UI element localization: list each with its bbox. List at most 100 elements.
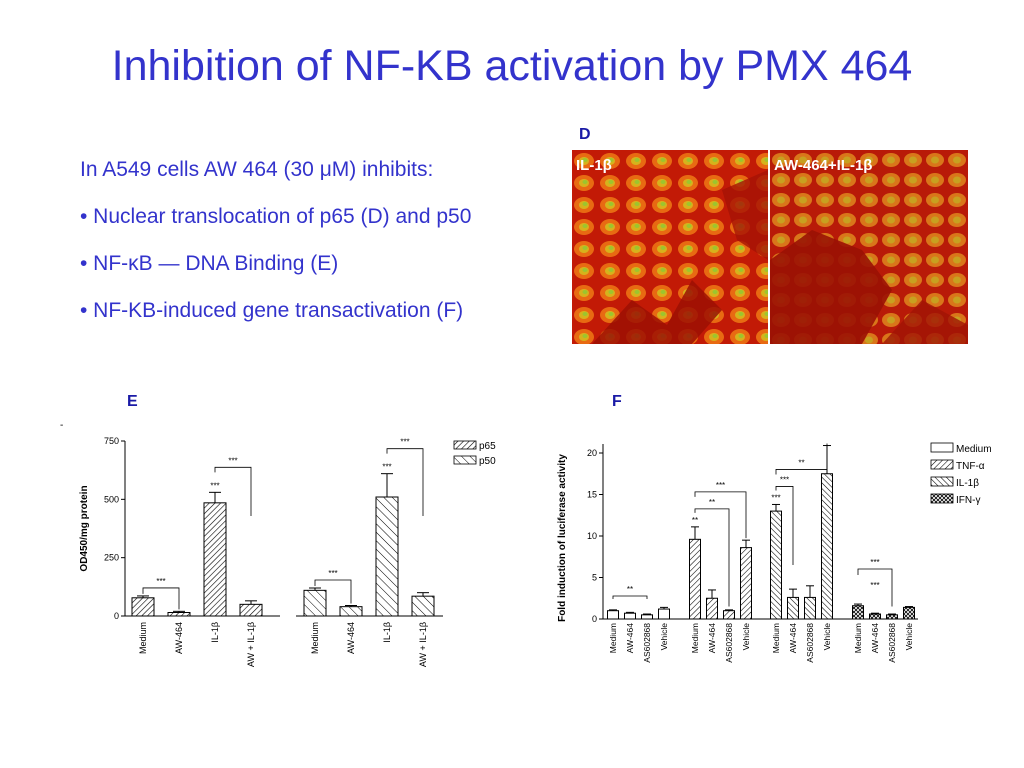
chart-f-sig-bracket-label: *** <box>780 475 789 484</box>
chart-f-bar <box>689 538 701 620</box>
chart-f-xtick-label: AW-464 <box>788 623 798 654</box>
chart-e: - 0 250 500 750 OD450/mg protein Medium AW-464… <box>60 420 496 667</box>
chart-f-ytick-label: 20 <box>587 448 597 458</box>
chart-f-ytick-label: 15 <box>587 490 597 500</box>
chart-f-xtick-label: AW-464 <box>625 623 635 654</box>
chart-e-xtick-label: AW + IL-1β <box>418 622 428 667</box>
chart-f-sig-bracket-label: ** <box>798 458 804 467</box>
chart-e-legend-label: p50 <box>479 456 496 467</box>
chart-e-bar <box>339 606 363 617</box>
chart-f-sig-star: ** <box>692 516 698 525</box>
chart-f-ytick-label: 0 <box>592 614 597 624</box>
chart-f-sig-bracket-label: *** <box>870 558 879 567</box>
chart-f-sig-bracket <box>612 595 648 599</box>
chart-f-bar <box>641 614 653 620</box>
chart-e-sig-star: *** <box>210 481 219 490</box>
chart-e-ytick-label: 500 <box>104 494 119 504</box>
chart-e-ytick-label: 0 <box>114 611 119 621</box>
panel-d-left-label: IL-1β <box>576 157 612 174</box>
panel-d-letter: D <box>579 126 591 143</box>
chart-e-sig-bracket-label: *** <box>400 438 409 447</box>
chart-e-bar <box>203 502 227 617</box>
chart-f-xtick-label: Vehicle <box>822 623 832 651</box>
chart-e-bar <box>239 603 263 617</box>
chart-f-sig-bracket <box>694 491 747 539</box>
chart-e-xtick-label: AW + IL-1β <box>246 622 256 667</box>
chart-f-sig-bracket-label: ** <box>627 585 633 594</box>
chart-f-bar <box>852 605 864 620</box>
chart-e-sig-bracket <box>214 466 252 516</box>
chart-f-legend-label: IFN-γ <box>956 495 980 506</box>
chart-f-legend-label: Medium <box>956 444 992 455</box>
chart-e-legend-swatch <box>453 440 477 450</box>
chart-e-legend-label: p65 <box>479 441 496 452</box>
chart-f-legend-swatch <box>930 442 954 453</box>
chart-f-xtick-label: Medium <box>608 623 618 653</box>
chart-e-xtick-label: Medium <box>138 622 148 654</box>
chart-e-xtick-label: AW-464 <box>346 622 356 654</box>
chart-f-sig-bracket <box>775 486 794 566</box>
chart-f-sig-bracket <box>694 508 730 607</box>
slide-title: Inhibition of NF-KB activation by PMX 46… <box>111 42 913 90</box>
chart-e-bar <box>411 595 435 617</box>
chart-e-xtick-label: IL-1β <box>382 622 392 643</box>
bullet-nuclear-translocation: • Nuclear translocation of p65 (D) and p… <box>80 205 472 228</box>
chart-f-sig-bracket <box>775 443 828 475</box>
chart-f-xtick-label: Vehicle <box>741 623 751 651</box>
chart-f-legend-label: TNF-α <box>956 461 985 472</box>
chart-e-sig-bracket-label: *** <box>228 456 237 465</box>
bullet-dna-binding: • NF-κB — DNA Binding (E) <box>80 252 339 275</box>
chart-f-legend-swatch <box>930 476 954 487</box>
chart-f-bar <box>787 596 799 620</box>
bullet-intro: In A549 cells AW 464 (30 μM) inhibits: <box>80 158 434 181</box>
chart-e-sig-star: *** <box>382 463 391 472</box>
chart-f-ylabel: Fold induction of luciferase activity <box>557 454 568 622</box>
chart-e-bar <box>303 589 327 617</box>
chart-e-ylabel: OD450/mg protein <box>79 485 90 571</box>
chart-f-bar <box>770 510 782 620</box>
chart-e-sig-bracket <box>386 448 424 516</box>
panel-d-right-label: AW-464+IL-1β <box>774 157 872 174</box>
chart-f-bar <box>624 612 636 620</box>
chart-f-bar <box>869 613 881 620</box>
panel-f-letter: F <box>612 393 622 410</box>
chart-f-sig-star: *** <box>771 493 780 502</box>
panel-e-letter: E <box>127 393 138 410</box>
chart-f-ytick-label: 5 <box>592 573 597 583</box>
chart-f-bar <box>804 596 816 620</box>
chart-f-bar <box>658 608 670 620</box>
chart-e-bar <box>375 496 399 617</box>
microscopy-image: IL-1β AW-464+IL-1β <box>572 150 968 344</box>
chart-f-xtick-label: AS602868 <box>642 623 652 663</box>
chart-f-bar <box>821 473 833 620</box>
chart-f-legend-label: IL-1β <box>956 478 979 489</box>
chart-e-xtick-label: AW-464 <box>174 622 184 654</box>
chart-f-sig-bracket-label: ** <box>709 498 715 507</box>
chart-f-xtick-label: AS602868 <box>724 623 734 663</box>
chart-e-sig-bracket-label: *** <box>156 577 165 586</box>
chart-f-bar <box>607 610 619 620</box>
chart-f-xtick-label: AS602868 <box>805 623 815 663</box>
chart-f-xtick-label: Vehicle <box>904 623 914 651</box>
chart-e-bar <box>167 612 191 617</box>
chart-f-bar <box>740 547 752 620</box>
chart-f-xtick-label: Medium <box>853 623 863 653</box>
chart-e-ytick-label: 750 <box>104 436 119 446</box>
chart-f-bar <box>886 614 898 620</box>
chart-f-xtick-label: AW-464 <box>870 623 880 654</box>
chart-e-xtick-label: Medium <box>310 622 320 654</box>
chart-f-xtick-label: AS602868 <box>887 623 897 663</box>
chart-e-sig-bracket <box>314 579 352 604</box>
chart-f-sig-bracket <box>857 568 893 607</box>
chart-e-bar <box>131 597 155 617</box>
chart-f-bar <box>706 597 718 620</box>
chart-e-ytick-label: 250 <box>104 553 119 563</box>
chart-e-sig-bracket-label: *** <box>328 569 337 578</box>
chart-e-legend-swatch <box>453 455 477 465</box>
chart-f-bar <box>723 610 735 620</box>
bullet-gene-transactivation: • NF-KB-induced gene transactivation (F) <box>80 299 464 322</box>
chart-e-xtick-label: IL-1β <box>210 622 220 643</box>
chart-f-xtick-label: Medium <box>690 623 700 653</box>
chart-e-corner-mark: - <box>60 420 63 431</box>
chart-f-bar <box>903 606 915 620</box>
